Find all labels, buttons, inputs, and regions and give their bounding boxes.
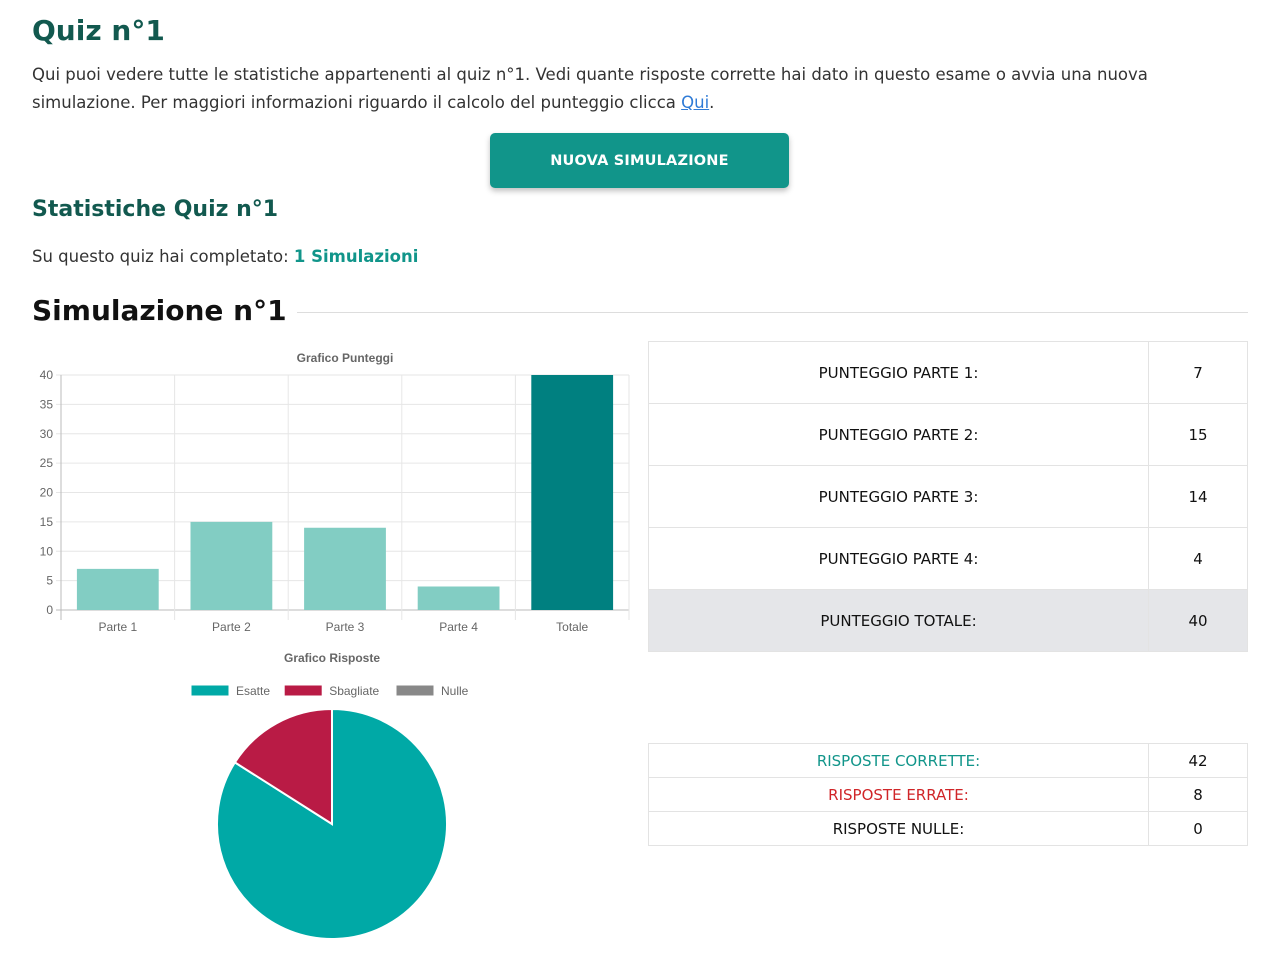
score-row-1: PUNTEGGIO PARTE 1: 7 — [648, 341, 1248, 404]
y-tick-label: 0 — [46, 603, 53, 617]
completed-count: 1 Simulazioni — [293, 247, 419, 266]
simulation-title: Simulazione n°1 — [32, 293, 287, 327]
info-link[interactable]: Qui — [681, 93, 710, 112]
score-label-4: PUNTEGGIO PARTE 4: — [648, 527, 1149, 590]
score-label-2: PUNTEGGIO PARTE 2: — [648, 403, 1149, 466]
score-total-label: PUNTEGGIO TOTALE: — [648, 589, 1149, 652]
answers-wrong-label: RISPOSTE ERRATE: — [648, 777, 1149, 812]
intro-end: . — [709, 93, 715, 112]
y-tick-label: 15 — [40, 515, 54, 529]
y-tick-label: 25 — [40, 456, 54, 470]
legend-swatch-esatte — [190, 684, 230, 697]
legend-swatch-nulle — [395, 684, 435, 697]
y-tick-label: 40 — [40, 368, 54, 382]
bar-parte-2 — [190, 521, 273, 610]
completed-label: Su questo quiz hai completato: — [32, 247, 294, 266]
y-tick-label: 10 — [40, 544, 54, 558]
y-tick-label: 30 — [40, 427, 54, 441]
stats-title: Statistiche Quiz n°1 — [32, 197, 279, 222]
answers-pie-chart: Grafico Risposte Esatte Sbagliate Nulle — [190, 651, 469, 940]
answers-correct-value: 42 — [1148, 743, 1248, 778]
score-total-value: 40 — [1148, 589, 1248, 652]
y-tick-label: 35 — [40, 397, 54, 411]
answers-table: RISPOSTE CORRETTE: 42 RISPOSTE ERRATE: 8… — [648, 743, 1248, 846]
pie-slice-sbagliate — [233, 707, 333, 826]
y-tick-label: 20 — [40, 486, 54, 500]
x-tick-label: Parte 1 — [98, 620, 137, 634]
score-value-4: 4 — [1148, 527, 1248, 590]
answers-null-row: RISPOSTE NULLE: 0 — [648, 811, 1248, 846]
score-table: PUNTEGGIO PARTE 1: 7 PUNTEGGIO PARTE 2: … — [648, 341, 1248, 652]
score-row-4: PUNTEGGIO PARTE 4: 4 — [648, 527, 1248, 590]
new-simulation-button[interactable]: NUOVA SIMULAZIONE — [490, 133, 789, 188]
bar-chart-title: Grafico Punteggi — [297, 351, 394, 365]
bar-totale — [531, 375, 614, 610]
intro-text: Qui puoi vedere tutte le statistiche app… — [32, 65, 1148, 112]
simulation-divider — [296, 311, 1248, 313]
x-tick-label: Parte 3 — [326, 620, 365, 634]
simulation-header: Simulazione n°1 — [32, 290, 1248, 330]
answers-wrong-row: RISPOSTE ERRATE: 8 — [648, 777, 1248, 812]
answers-correct-label: RISPOSTE CORRETTE: — [648, 743, 1149, 778]
x-tick-label: Totale — [556, 620, 588, 634]
y-tick-label: 5 — [46, 574, 53, 588]
answers-null-value: 0 — [1148, 811, 1248, 846]
bar-parte-3 — [304, 527, 386, 610]
score-label-1: PUNTEGGIO PARTE 1: — [648, 341, 1149, 404]
page-title: Quiz n°1 — [32, 14, 165, 47]
legend-label-sbagliate: Sbagliate — [329, 684, 379, 698]
score-bar-chart: Grafico Punteggi 0 5 10 15 20 25 30 35 40 Parte 1 P… — [40, 351, 630, 634]
bar-parte-4 — [417, 586, 500, 610]
completed-summary: Su questo quiz hai completato: 1 Simulaz… — [32, 247, 418, 266]
x-tick-label: Parte 4 — [439, 620, 478, 634]
legend-label-esatte: Esatte — [236, 684, 270, 698]
score-total-row: PUNTEGGIO TOTALE: 40 — [648, 589, 1248, 652]
intro-paragraph: Qui puoi vedere tutte le statistiche app… — [32, 61, 1248, 117]
answers-correct-row: RISPOSTE CORRETTE: 42 — [648, 743, 1248, 778]
score-label-3: PUNTEGGIO PARTE 3: — [648, 465, 1149, 528]
score-row-3: PUNTEGGIO PARTE 3: 14 — [648, 465, 1248, 528]
legend-swatch-sbagliate — [283, 684, 323, 697]
legend-label-nulle: Nulle — [441, 684, 469, 698]
score-value-2: 15 — [1148, 403, 1248, 466]
score-value-3: 14 — [1148, 465, 1248, 528]
score-row-2: PUNTEGGIO PARTE 2: 15 — [648, 403, 1248, 466]
answers-wrong-value: 8 — [1148, 777, 1248, 812]
pie-chart-title: Grafico Risposte — [284, 651, 380, 665]
answers-null-label: RISPOSTE NULLE: — [648, 811, 1149, 846]
bar-parte-1 — [76, 568, 159, 610]
score-value-1: 7 — [1148, 341, 1248, 404]
x-tick-label: Parte 2 — [212, 620, 251, 634]
